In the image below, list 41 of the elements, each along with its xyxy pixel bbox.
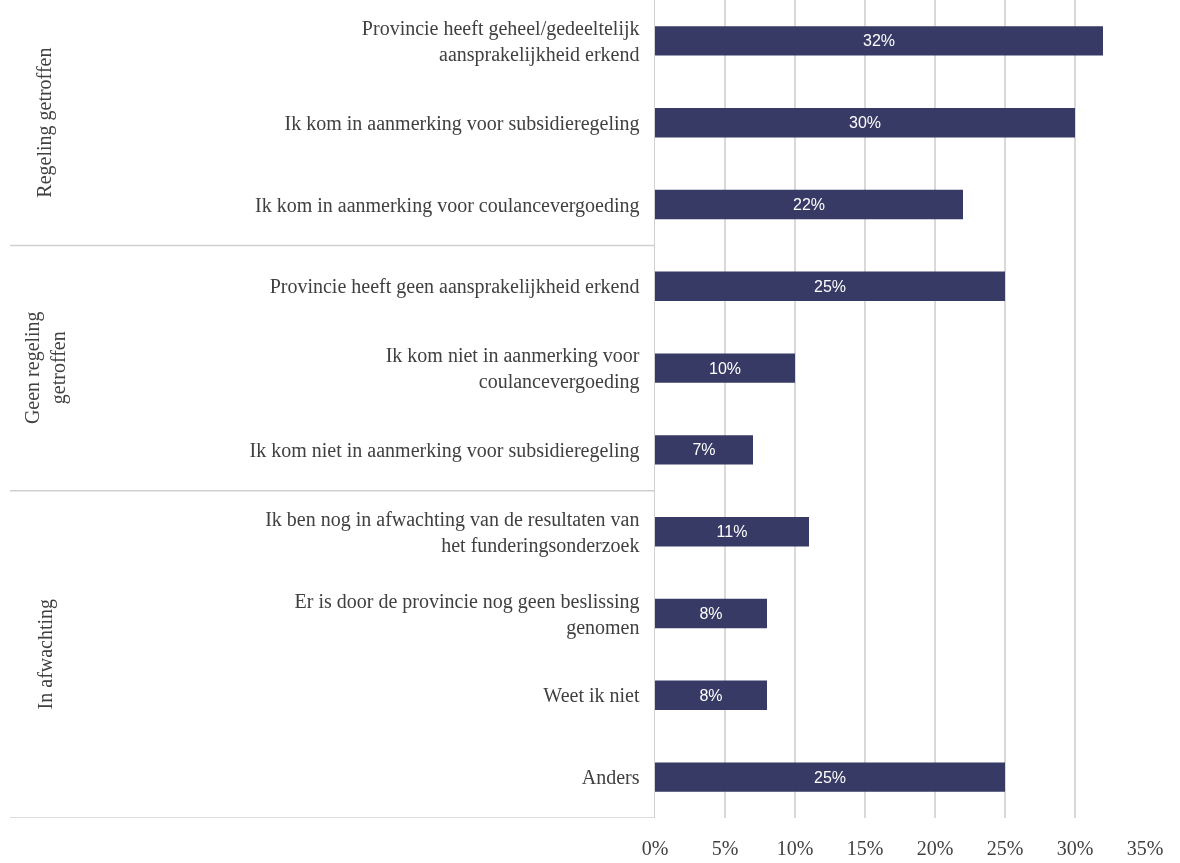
bar <box>655 598 767 629</box>
data-label: 10% <box>708 359 742 377</box>
x-tick-label: 20% <box>916 837 954 859</box>
text: Regeling getroffen <box>33 47 57 198</box>
y-tick-label: Ik ben nog in afwachting van de resultaten van het funderingsonderzoek <box>265 507 640 557</box>
x-tick-label: 0% <box>641 837 669 859</box>
data-label: 30% <box>848 114 882 132</box>
text: Geen regeling getroffen <box>20 311 70 425</box>
x-tick-label: 30% <box>1056 837 1094 859</box>
bar <box>655 26 1103 56</box>
x-tick-label: 15% <box>846 837 884 859</box>
bar <box>655 107 1075 138</box>
bar <box>655 271 1005 302</box>
bar <box>655 680 767 711</box>
x-tick-label: 25% <box>986 837 1024 859</box>
y-tick-label: Ik kom in aanmerking voor subsidieregeling <box>284 111 640 135</box>
bar <box>655 762 1005 792</box>
x-tick-label: 35% <box>1126 837 1164 859</box>
data-label: 25% <box>813 277 847 295</box>
bar <box>655 435 753 465</box>
y-tick-label: Ik kom niet in aanmerking voor coulancevergoeding <box>385 344 640 394</box>
data-label: 22% <box>792 196 826 213</box>
data-label: 32% <box>862 32 896 50</box>
y-tick-label: Ik kom niet in aanmerking voor subsidieregeling <box>249 438 640 462</box>
x-tick-label: 5% <box>711 837 739 859</box>
data-label: 8% <box>699 605 723 622</box>
bar <box>655 353 795 383</box>
y-tick-label: Anders <box>581 766 640 789</box>
data-label: 11% <box>716 523 748 541</box>
bar <box>655 516 809 547</box>
data-label: 25% <box>813 768 847 786</box>
data-label: 7% <box>692 441 716 459</box>
data-label: 8% <box>699 686 723 704</box>
y-tick-label: Provincie heeft geen aansprakelijkheid erkend <box>269 275 640 299</box>
y-tick-label: Ik kom in aanmerking voor coulancevergoeding <box>254 193 640 217</box>
bar <box>655 189 963 220</box>
text: In afwachting <box>33 598 57 710</box>
y-tick-label: Weet ik niet <box>543 684 640 707</box>
x-tick-label: 10% <box>776 837 814 859</box>
y-tick-label: Provincie heeft geheel/gedeeltelijk aansprakelijkheid erkend <box>361 16 640 66</box>
y-tick-label: Er is door de provincie nog geen beslissing genomen <box>294 589 640 639</box>
